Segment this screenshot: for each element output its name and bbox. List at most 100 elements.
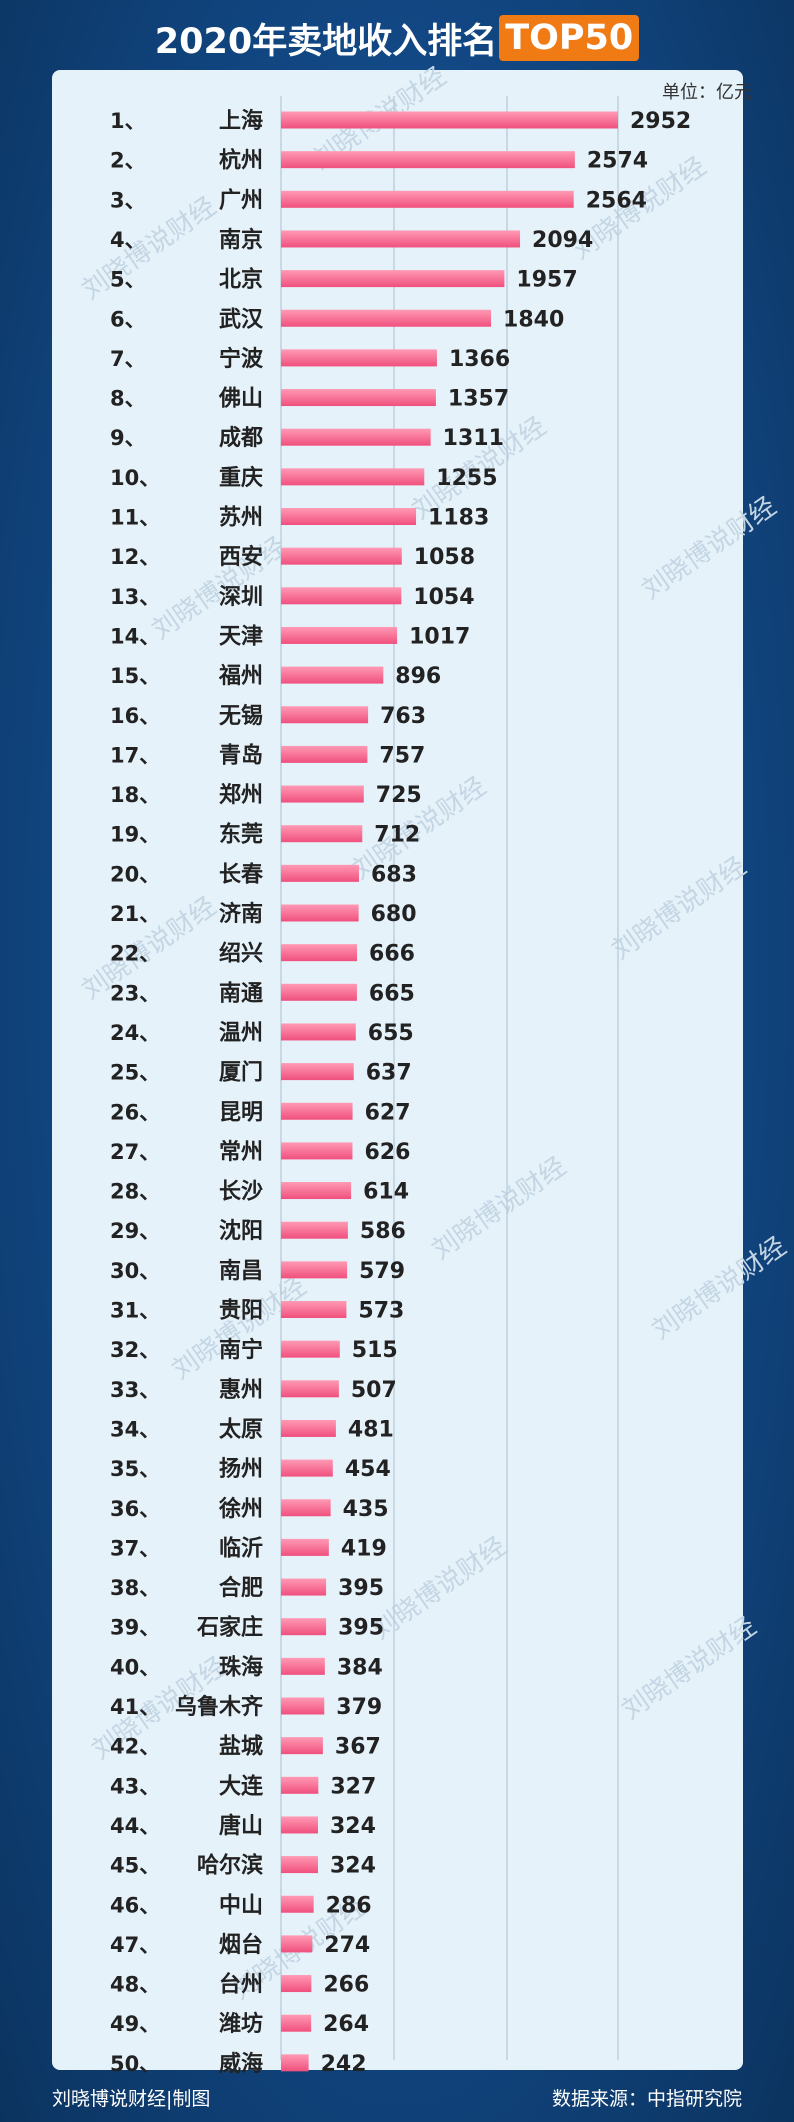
city-label: 常州 bbox=[219, 1139, 263, 1165]
rank-label: 39、 bbox=[110, 1616, 160, 1640]
value-label: 367 bbox=[335, 1735, 381, 1760]
value-label: 573 bbox=[358, 1299, 404, 1324]
bar bbox=[281, 1102, 353, 1120]
bar bbox=[281, 745, 368, 763]
rank-label: 27、 bbox=[110, 1140, 160, 1164]
bar bbox=[281, 1578, 327, 1596]
watermark-text: 刘晓博说财经 bbox=[427, 1152, 572, 1266]
city-label: 石家庄 bbox=[196, 1615, 263, 1641]
bar bbox=[281, 1895, 314, 1913]
value-label: 324 bbox=[330, 1814, 376, 1839]
city-label: 济南 bbox=[219, 901, 263, 927]
bar bbox=[281, 1697, 325, 1715]
value-label: 515 bbox=[352, 1338, 398, 1363]
value-label: 266 bbox=[323, 1973, 369, 1998]
bar bbox=[281, 1419, 336, 1437]
rank-label: 13、 bbox=[110, 585, 160, 609]
rank-label: 10、 bbox=[110, 466, 160, 490]
rank-label: 17、 bbox=[110, 743, 160, 767]
rank-label: 20、 bbox=[110, 862, 160, 886]
watermark-text: 刘晓博说财经 bbox=[77, 192, 222, 306]
rank-label: 5、 bbox=[110, 268, 146, 292]
city-label: 惠州 bbox=[219, 1378, 263, 1403]
rank-label: 46、 bbox=[110, 1893, 160, 1917]
value-label: 614 bbox=[363, 1180, 409, 1205]
city-label: 西安 bbox=[219, 544, 263, 570]
city-label: 长沙 bbox=[219, 1180, 263, 1205]
value-label: 665 bbox=[369, 981, 415, 1006]
value-label: 757 bbox=[379, 743, 425, 768]
bar bbox=[281, 904, 359, 922]
unit-label: 单位：亿元 bbox=[662, 82, 752, 103]
city-label: 天津 bbox=[219, 623, 263, 649]
city-label: 北京 bbox=[219, 267, 263, 293]
city-label: 武汉 bbox=[219, 307, 264, 332]
rank-label: 6、 bbox=[110, 307, 146, 331]
city-label: 青岛 bbox=[219, 742, 263, 768]
city-label: 重庆 bbox=[219, 465, 263, 491]
value-label: 384 bbox=[337, 1655, 383, 1680]
city-label: 厦门 bbox=[219, 1060, 263, 1086]
bar bbox=[281, 1935, 313, 1953]
rank-label: 32、 bbox=[110, 1338, 160, 1362]
rank-label: 23、 bbox=[110, 981, 160, 1005]
value-label: 666 bbox=[369, 942, 415, 967]
bar bbox=[281, 825, 363, 843]
rank-label: 18、 bbox=[110, 783, 160, 807]
rank-label: 14、 bbox=[110, 624, 160, 648]
city-label: 福州 bbox=[218, 664, 263, 689]
bar bbox=[281, 1459, 333, 1477]
value-label: 274 bbox=[324, 1933, 370, 1958]
bar bbox=[281, 1657, 325, 1675]
rank-label: 31、 bbox=[110, 1299, 160, 1323]
bar bbox=[281, 468, 425, 486]
value-label: 1017 bbox=[409, 624, 470, 649]
bar bbox=[281, 1776, 319, 1794]
city-label: 苏州 bbox=[219, 505, 263, 531]
city-label: 威海 bbox=[219, 2051, 263, 2077]
value-label: 264 bbox=[323, 2012, 369, 2037]
rank-label: 12、 bbox=[110, 545, 160, 569]
bar bbox=[281, 1301, 347, 1318]
city-label: 乌鲁木齐 bbox=[175, 1694, 264, 1720]
city-label: 盐城 bbox=[219, 1734, 263, 1760]
value-label: 763 bbox=[380, 704, 426, 729]
bar bbox=[281, 706, 369, 724]
value-label: 1311 bbox=[443, 426, 504, 451]
rank-label: 3、 bbox=[110, 188, 146, 212]
value-label: 327 bbox=[330, 1774, 376, 1799]
bar bbox=[281, 1737, 323, 1755]
value-label: 896 bbox=[395, 664, 441, 689]
city-label: 唐山 bbox=[219, 1813, 263, 1839]
bar bbox=[281, 587, 402, 605]
watermark-text: 刘晓博说财经 bbox=[617, 1612, 762, 1726]
bar bbox=[281, 309, 492, 327]
rank-label: 26、 bbox=[110, 1100, 160, 1124]
bar bbox=[281, 547, 402, 565]
city-label: 杭州 bbox=[219, 148, 263, 174]
city-label: 上海 bbox=[219, 108, 263, 134]
bar bbox=[281, 1856, 318, 1874]
value-label: 725 bbox=[376, 783, 422, 808]
value-label: 637 bbox=[366, 1061, 412, 1086]
value-label: 1957 bbox=[516, 268, 577, 293]
city-label: 太原 bbox=[219, 1417, 263, 1442]
city-label: 广州 bbox=[219, 187, 263, 213]
value-label: 481 bbox=[348, 1417, 394, 1442]
value-label: 324 bbox=[330, 1854, 376, 1879]
bar bbox=[281, 2054, 309, 2072]
rank-label: 50、 bbox=[110, 2052, 160, 2076]
footer-source: 数据来源：中指研究院 bbox=[551, 2088, 742, 2110]
value-label: 626 bbox=[364, 1140, 410, 1165]
value-label: 579 bbox=[359, 1259, 405, 1284]
bar bbox=[281, 428, 431, 446]
bar bbox=[281, 270, 505, 288]
rank-label: 21、 bbox=[110, 902, 160, 926]
rank-label: 9、 bbox=[110, 426, 146, 450]
footer-credit: 刘晓博说财经|制图 bbox=[52, 2088, 211, 2110]
value-label: 1255 bbox=[436, 466, 497, 491]
city-label: 扬州 bbox=[219, 1457, 263, 1482]
bar bbox=[281, 983, 357, 1001]
bar bbox=[281, 666, 384, 684]
